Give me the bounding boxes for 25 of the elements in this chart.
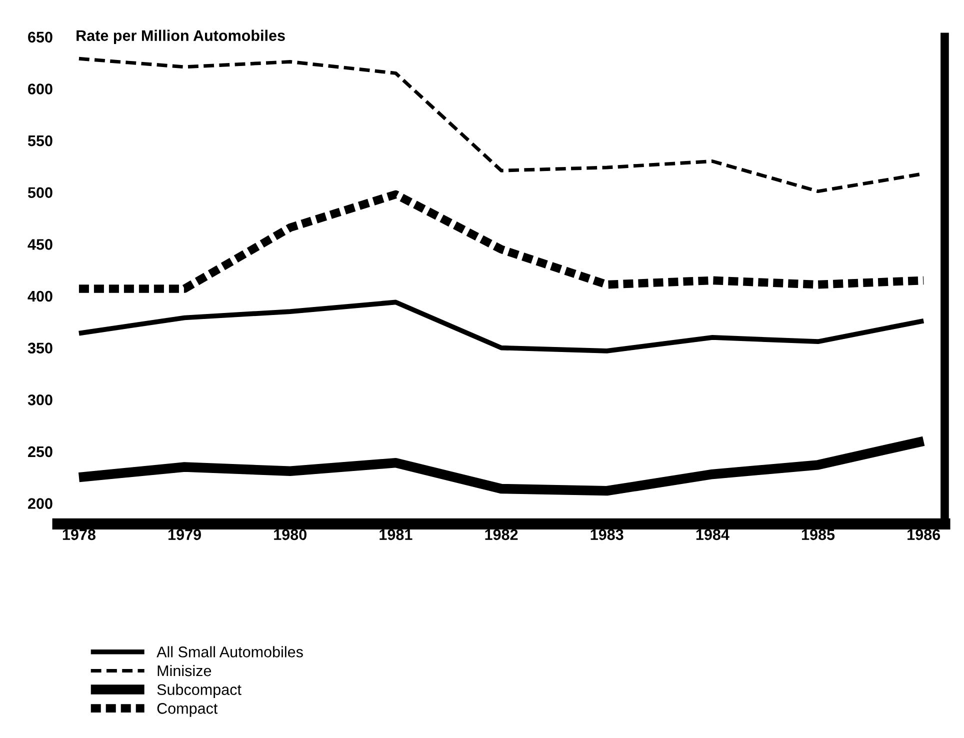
y-tick-label: 350 [28, 342, 52, 354]
y-tick-label: 650 [28, 32, 52, 43]
y-tick-label: 250 [28, 446, 52, 458]
x-tick-label: 1985 [802, 529, 835, 540]
legend-label: Compact [157, 703, 218, 717]
y-axis-title: Rate per Million Automobiles [76, 30, 285, 44]
y-tick-label: 500 [28, 187, 52, 198]
legend-label: All Small Automobiles [156, 646, 303, 658]
y-tick-label: 200 [28, 498, 52, 509]
x-tick-label: 1983 [590, 529, 624, 540]
x-tick-label: 1986 [908, 529, 940, 540]
y-tick-label: 600 [28, 84, 52, 94]
y-tick-label: 450 [28, 239, 52, 250]
x-tick-label: 1982 [485, 529, 518, 540]
x-tick-label: 1981 [380, 529, 412, 540]
x-tick-label: 1978 [62, 529, 96, 540]
x-tick-label: 1980 [274, 529, 306, 540]
x-tick-label: 1979 [168, 529, 201, 540]
y-tick-label: 550 [28, 135, 52, 146]
legend-label: Minisize [158, 664, 212, 676]
x-tick-label: 1984 [696, 529, 730, 540]
y-tick-label: 300 [28, 394, 52, 406]
legend-label: Subcompact [157, 684, 242, 698]
line-series [76, 300, 926, 354]
y-tick-label: 400 [28, 290, 52, 302]
